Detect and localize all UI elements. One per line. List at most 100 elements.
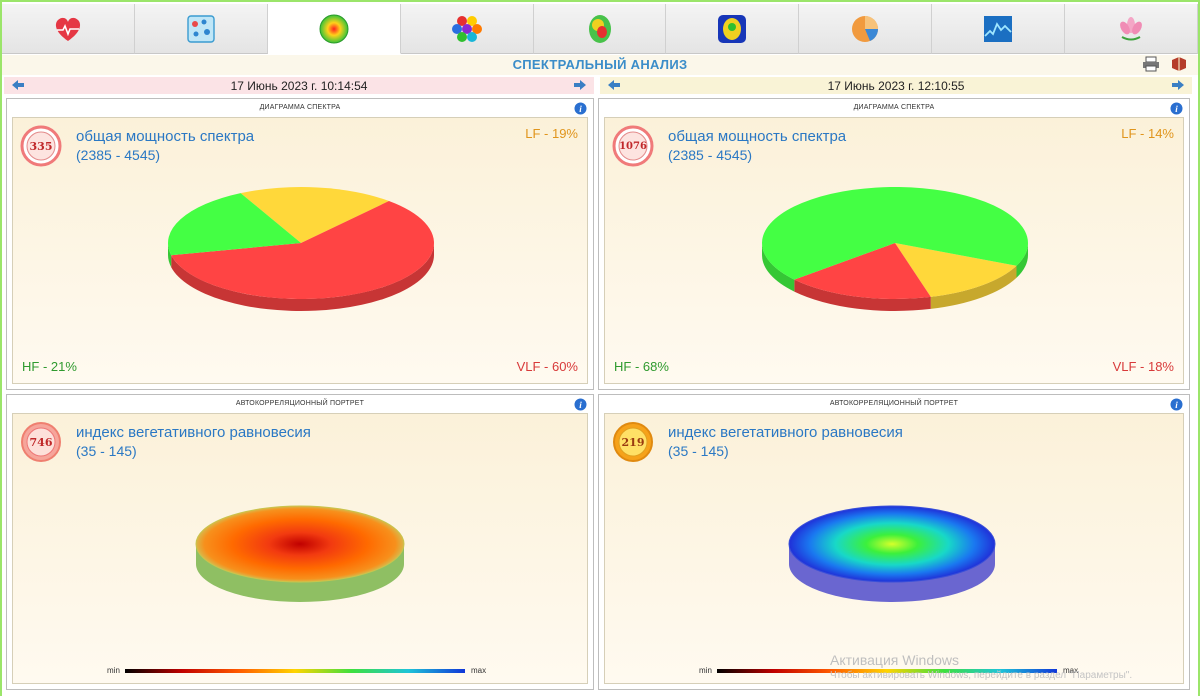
spectrum-value: 335 [29, 139, 53, 153]
pie-side-hf [1016, 243, 1028, 278]
value-badge-icon [21, 422, 61, 462]
autocorrelation-portrait [788, 505, 996, 602]
scale-min: min [699, 666, 712, 675]
pie-slice-hf [762, 187, 1028, 280]
spectrum-range: (2385 - 4545) [668, 147, 753, 163]
pie-side-hf [762, 243, 795, 292]
pie-side-vlf [794, 279, 931, 311]
date-left: 17 Июнь 2023 г. 10:14:54 [230, 78, 368, 93]
portrait-value: 219 [621, 435, 645, 449]
prev-arrow-icon[interactable] [608, 79, 620, 91]
svg-text:i: i [1175, 400, 1178, 410]
vlf-label: VLF - 60% [516, 359, 578, 374]
spectrum-area: 1076 общая мощность спектра (2385 - 4545… [604, 117, 1184, 384]
spectrum-panel-left: ДИАГРАММА СПЕКТРА i 335 общая мощность с… [6, 98, 594, 390]
lotus-icon [1120, 16, 1142, 40]
panel-title: ДИАГРАММА СПЕКТРА [853, 104, 935, 111]
portrait-area: 746 индекс вегетативного равновесия (35 … [12, 413, 588, 684]
pie-side-hf [168, 243, 172, 268]
scale-max: max [1063, 666, 1079, 675]
vlf-label: VLF - 18% [1112, 359, 1174, 374]
hf-label: HF - 21% [22, 359, 77, 374]
portrait-label: индекс вегетативного равновесия [668, 424, 903, 441]
portrait-label: индекс вегетативного равновесия [76, 424, 311, 441]
pie-side-lf [930, 265, 1017, 309]
svg-text:i: i [1175, 104, 1178, 114]
tab-meridian[interactable] [666, 4, 800, 54]
scale-max: max [471, 666, 487, 675]
cells-icon [187, 14, 215, 43]
autocorrelation-portrait [195, 505, 405, 602]
color-scale: min max [605, 664, 1183, 678]
lf-label: LF - 14% [1121, 126, 1174, 141]
value-badge-icon [613, 422, 653, 462]
info-icon[interactable]: i [1170, 398, 1183, 411]
date-right: 17 Июнь 2023 г. 12:10:55 [827, 78, 965, 93]
pie-slice-hf [167, 193, 301, 256]
hf-label: HF - 68% [614, 359, 669, 374]
tab-brain[interactable] [533, 4, 667, 54]
brain-icon [588, 14, 611, 43]
title-bar: СПЕКТРАЛЬНЫЙ АНАЛИЗ [2, 55, 1198, 75]
next-arrow-icon[interactable] [1172, 79, 1184, 91]
panel-title: ДИАГРАММА СПЕКТРА [259, 104, 341, 111]
graph-icon [984, 15, 1013, 42]
spectrum-label: общая мощность спектра [668, 128, 847, 145]
print-icon[interactable] [1142, 56, 1160, 72]
tab-graph[interactable] [932, 4, 1066, 54]
spectrum-panel-right: ДИАГРАММА СПЕКТРА i 1076 общая мощность … [598, 98, 1190, 390]
scale-gradient [125, 669, 465, 673]
spectrum-pie-chart [762, 187, 1028, 311]
lf-label: LF - 19% [525, 126, 578, 141]
panel-title: АВТОКОРРЕЛЯЦИОННЫЙ ПОРТРЕТ [235, 400, 365, 407]
spectrum-label: общая мощность спектра [76, 128, 255, 145]
prev-arrow-icon[interactable] [12, 79, 24, 91]
scale-min: min [107, 666, 120, 675]
portrait-area: 219 индекс вегетативного равновесия (35 … [604, 413, 1184, 684]
pie-slice-lf [895, 243, 1017, 297]
page-title: СПЕКТРАЛЬНЫЙ АНАЛИЗ [512, 57, 688, 72]
tab-bar [2, 4, 1199, 54]
pie-slice-vlf [794, 243, 931, 299]
portrait-range: (35 - 145) [76, 443, 137, 459]
hexagons-icon [451, 15, 482, 42]
meridian-icon [718, 14, 747, 43]
heart-icon [55, 17, 81, 41]
info-icon[interactable]: i [1170, 102, 1183, 115]
spectrum-range: (2385 - 4545) [76, 147, 161, 163]
windows-activation-text: Чтобы активировать Windows, перейдите в … [830, 670, 1133, 681]
spectrum-area: 335 общая мощность спектра (2385 - 4545)… [12, 117, 588, 384]
tab-heart[interactable] [2, 4, 135, 54]
portrait-panel-left: АВТОКОРРЕЛЯЦИОННЫЙ ПОРТРЕТ i 746 индекс … [6, 394, 594, 690]
portrait-value: 746 [29, 435, 53, 449]
date-bar-right: 17 Июнь 2023 г. 12:10:55 [600, 77, 1192, 94]
tab-lotus[interactable] [1065, 4, 1199, 54]
pie-slice-vlf [171, 200, 434, 299]
svg-text:i: i [579, 104, 582, 114]
panel-title: АВТОКОРРЕЛЯЦИОННЫЙ ПОРТРЕТ [829, 400, 959, 407]
color-scale: min max [13, 664, 587, 678]
info-icon[interactable]: i [574, 398, 587, 411]
value-badge-icon [20, 125, 62, 167]
tab-sphere[interactable] [267, 4, 401, 54]
portrait-range: (35 - 145) [668, 443, 729, 459]
date-bar-left: 17 Июнь 2023 г. 10:14:54 [4, 77, 594, 94]
toolbar-icons [1142, 56, 1188, 72]
windows-activation-title: Активация Windows [830, 652, 960, 668]
portrait-panel-right: АВТОКОРРЕЛЯЦИОННЫЙ ПОРТРЕТ i 219 индекс … [598, 394, 1190, 690]
pie-slice-lf [240, 187, 389, 243]
svg-text:i: i [579, 400, 582, 410]
pie-icon [852, 15, 879, 42]
spectrum-value: 1076 [619, 140, 647, 152]
tab-pie[interactable] [799, 4, 933, 54]
tab-cells[interactable] [134, 4, 268, 54]
sphere-icon [319, 14, 349, 43]
book-icon[interactable] [1170, 56, 1188, 72]
next-arrow-icon[interactable] [574, 79, 586, 91]
info-icon[interactable]: i [574, 102, 587, 115]
value-badge-icon [612, 125, 654, 167]
scale-gradient [717, 669, 1057, 673]
tab-hexagons[interactable] [400, 4, 534, 54]
pie-side-vlf [171, 243, 434, 312]
